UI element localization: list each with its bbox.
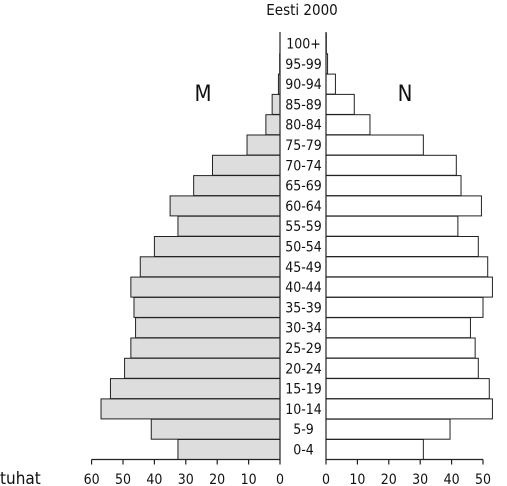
- right-series-label: N: [398, 82, 413, 107]
- bar-m-25-29: [130, 337, 281, 359]
- age-label-75-79: 75-79: [285, 138, 322, 154]
- left-tick-label-60: 60: [84, 472, 100, 486]
- bar-n-30-34: [325, 317, 471, 339]
- male-bars: [100, 53, 281, 460]
- age-label-5-9: 5-9: [293, 422, 314, 438]
- bar-m-15-19: [109, 378, 281, 400]
- bar-n-85-89: [325, 93, 355, 115]
- x-axis-unit-label: tuhat: [0, 469, 41, 486]
- age-label-35-39: 35-39: [285, 300, 322, 316]
- bar-n-10-14: [325, 398, 493, 420]
- age-label-40-44: 40-44: [285, 280, 322, 296]
- bar-m-85-89: [271, 93, 281, 115]
- bar-n-65-69: [325, 175, 462, 197]
- bar-n-45-49: [325, 256, 489, 278]
- age-label-15-19: 15-19: [285, 382, 322, 398]
- bar-m-55-59: [177, 215, 281, 237]
- bar-n-15-19: [325, 378, 490, 400]
- age-label-30-34: 30-34: [285, 321, 322, 337]
- bar-n-80-84: [325, 114, 371, 136]
- left-tick-label-30: 30: [178, 472, 194, 486]
- bar-m-50-54: [153, 236, 281, 257]
- left-series-label: M: [194, 82, 211, 107]
- bar-n-25-29: [325, 337, 476, 359]
- bar-n-0-4: [325, 439, 424, 460]
- bar-m-0-4: [177, 439, 281, 460]
- right-tick-label-10: 10: [349, 472, 365, 486]
- age-label-20-24: 20-24: [285, 361, 322, 377]
- age-label-25-29: 25-29: [285, 341, 322, 357]
- bar-m-60-64: [169, 195, 281, 217]
- age-label-90-94: 90-94: [285, 77, 322, 93]
- bar-n-40-44: [325, 276, 493, 298]
- bar-m-40-44: [130, 276, 281, 298]
- bar-m-5-9: [150, 418, 281, 440]
- bar-n-90-94: [325, 73, 336, 95]
- bar-m-80-84: [265, 114, 281, 136]
- bar-n-20-24: [325, 357, 479, 379]
- left-tick-label-40: 40: [146, 472, 162, 486]
- female-bars: [325, 33, 493, 460]
- bar-n-5-9: [325, 418, 451, 440]
- bar-m-30-34: [135, 317, 281, 339]
- bar-n-50-54: [325, 236, 479, 257]
- left-tick-label-10: 10: [241, 472, 257, 486]
- bar-m-45-49: [139, 256, 281, 278]
- age-label-70-74: 70-74: [285, 158, 322, 174]
- age-label-65-69: 65-69: [285, 179, 322, 195]
- age-label-100+: 100+: [286, 37, 321, 53]
- bar-n-35-39: [325, 296, 484, 318]
- left-tick-label-0: 0: [276, 472, 284, 486]
- age-label-45-49: 45-49: [285, 260, 322, 276]
- right-tick-label-0: 0: [322, 472, 330, 486]
- age-label-80-84: 80-84: [285, 118, 322, 134]
- age-label-60-64: 60-64: [285, 199, 322, 215]
- bar-n-70-74: [325, 154, 457, 176]
- bar-m-70-74: [211, 154, 281, 176]
- right-tick-label-50: 50: [475, 472, 491, 486]
- bar-m-75-79: [246, 134, 281, 156]
- right-tick-label-30: 30: [412, 472, 428, 486]
- bar-n-60-64: [325, 195, 482, 217]
- age-label-95-99: 95-99: [285, 57, 322, 73]
- age-group-labels: 0-4 5-9 10-14 15-19 20-24 25-29 30-34 35-39 40-4…: [285, 37, 322, 459]
- bar-n-55-59: [325, 215, 459, 237]
- left-tick-label-20: 20: [209, 472, 225, 486]
- age-label-50-54: 50-54: [285, 240, 322, 256]
- right-tick-label-20: 20: [381, 472, 397, 486]
- left-tick-label-50: 50: [115, 472, 131, 486]
- chart-title: Eesti 2000: [266, 1, 338, 19]
- age-label-0-4: 0-4: [293, 443, 314, 459]
- bar-n-75-79: [325, 134, 424, 156]
- bar-m-65-69: [193, 175, 281, 197]
- age-label-10-14: 10-14: [285, 402, 322, 418]
- age-label-55-59: 55-59: [285, 219, 322, 235]
- axes: 60 50 40 30 20 10 0 0 10 20 30 40 50: [84, 32, 491, 486]
- right-tick-label-40: 40: [444, 472, 460, 486]
- bar-m-35-39: [133, 296, 281, 318]
- bar-m-20-24: [124, 357, 281, 379]
- age-label-85-89: 85-89: [285, 97, 322, 113]
- bar-m-10-14: [100, 398, 281, 420]
